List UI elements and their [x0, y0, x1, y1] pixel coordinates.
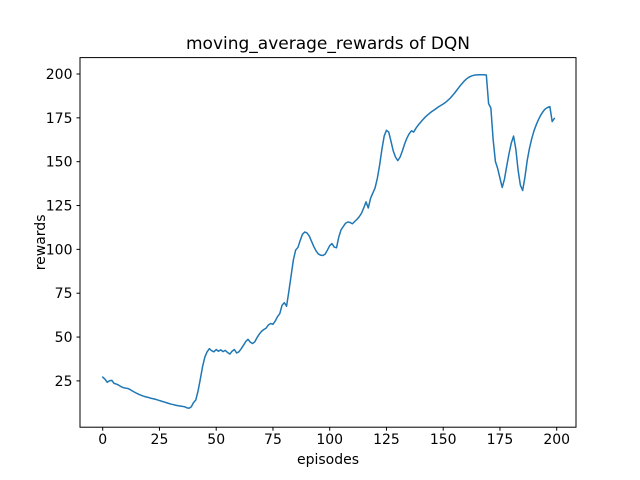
reward-line [101, 73, 556, 410]
x-tick-label: 125 [373, 432, 400, 448]
series-group [101, 73, 556, 410]
y-tick-label: 125 [46, 199, 73, 215]
x-tick-labels: 0 25 50 75 100 125 150 175 200 [98, 432, 570, 448]
plot-border [79, 57, 577, 428]
y-tick-label: 100 [46, 242, 73, 258]
x-axis-label: episodes [297, 452, 359, 468]
x-tick-label: 0 [98, 432, 107, 448]
x-tick-label: 75 [264, 432, 282, 448]
x-tick-label: 50 [207, 432, 225, 448]
chart-title: moving_average_rewards of DQN [186, 34, 470, 54]
x-tick-label: 25 [151, 432, 169, 448]
x-tick-label: 100 [316, 432, 343, 448]
x-tick-label: 150 [430, 432, 457, 448]
x-tick-label: 175 [487, 432, 514, 448]
y-tick-labels: 25 50 75 100 125 150 175 200 [46, 67, 73, 390]
y-tick-label: 75 [55, 286, 73, 302]
y-tick-label: 50 [55, 330, 73, 346]
y-tick-label: 25 [55, 374, 73, 390]
x-tick-label: 200 [543, 432, 570, 448]
y-tick-label: 175 [46, 111, 73, 127]
y-axis-label: rewards [33, 215, 49, 271]
y-tick-label: 200 [46, 67, 73, 83]
tick-marks [76, 73, 558, 431]
y-tick-label: 150 [46, 155, 73, 171]
